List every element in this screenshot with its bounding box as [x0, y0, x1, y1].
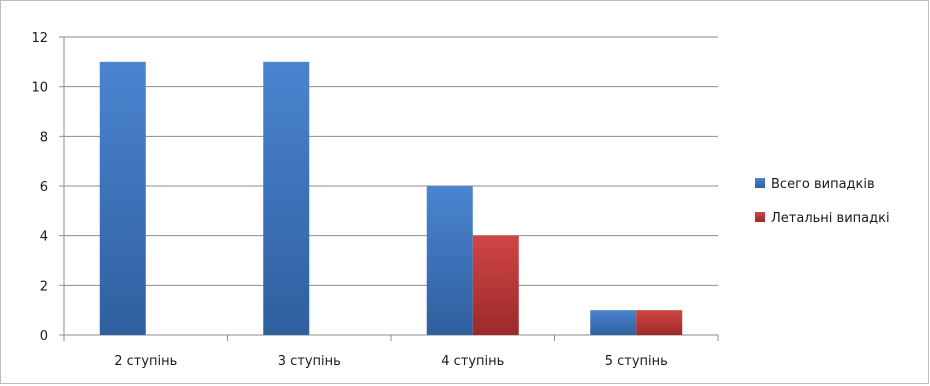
y-tick-label: 2 — [40, 279, 48, 294]
x-tick-label: 4 ступінь — [441, 354, 504, 369]
y-tick-label: 8 — [40, 130, 48, 145]
x-tick-label: 5 ступінь — [605, 354, 668, 369]
axes — [59, 36, 719, 341]
y-tick-label: 6 — [40, 180, 48, 195]
legend: Всего випадків Летальні випадкі — [755, 177, 890, 226]
bar-lethal-cases — [636, 310, 683, 335]
bar-total-cases — [99, 61, 146, 335]
x-tick-label: 2 ступінь — [114, 354, 177, 369]
bars — [99, 61, 683, 335]
legend-swatch — [755, 178, 765, 188]
y-tick-label: 10 — [31, 81, 48, 96]
bar-total-cases — [426, 186, 473, 335]
legend-label: Летальні випадкі — [771, 211, 890, 226]
gridlines — [64, 36, 718, 286]
y-tick-labels: 0 2 4 6 8 10 12 — [31, 31, 48, 344]
y-tick-label: 4 — [40, 230, 48, 245]
legend-label: Всего випадків — [771, 177, 875, 192]
y-tick-label: 0 — [40, 329, 48, 344]
x-tick-label: 3 ступінь — [278, 354, 341, 369]
bar-total-cases — [263, 61, 310, 335]
x-tick-labels: 2 ступінь 3 ступінь 4 ступінь 5 ступінь — [114, 354, 668, 369]
bar-total-cases — [590, 310, 637, 335]
legend-swatch — [755, 212, 765, 222]
y-tick-label: 12 — [31, 31, 48, 46]
bar-lethal-cases — [472, 235, 519, 335]
